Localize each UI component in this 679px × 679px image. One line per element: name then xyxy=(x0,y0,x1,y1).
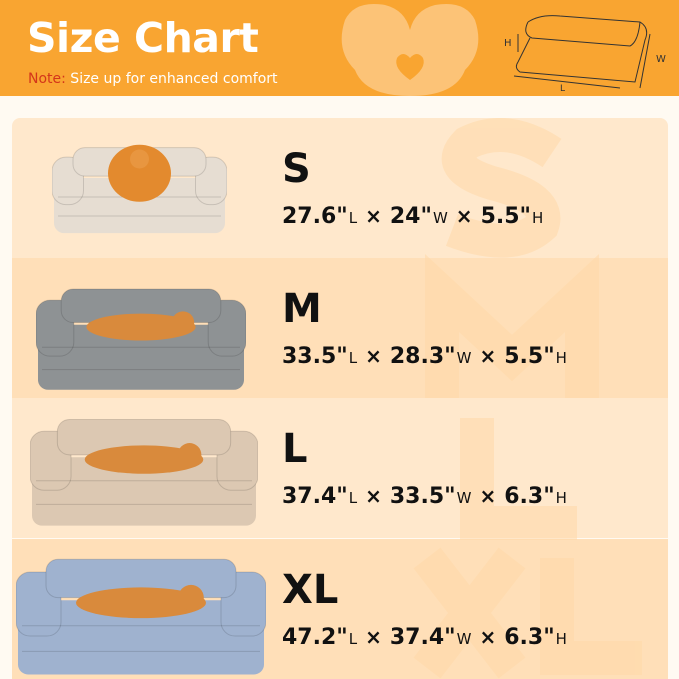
length-unit: L xyxy=(348,209,358,227)
dog-bed-image-s xyxy=(52,144,227,234)
size-dimensions: 47.2"L × 37.4"W × 6.3"H xyxy=(282,623,567,653)
height-value: 6.3" xyxy=(504,484,555,509)
size-label: XL xyxy=(282,567,339,613)
length-unit: L xyxy=(348,489,358,507)
size-note: Note: Size up for enhanced comfort xyxy=(28,70,278,88)
size-table: S 27.6"L × 24"W × 5.5"H M 33.5"L × 28.3"W × 5.5"… xyxy=(12,118,668,679)
width-unit: W xyxy=(456,630,472,648)
size-dimensions: 27.6"L × 24"W × 5.5"H xyxy=(282,202,543,232)
dog-bed-image-l xyxy=(30,418,258,526)
height-unit: H xyxy=(555,630,567,648)
times-sign: × xyxy=(479,625,497,649)
times-sign: × xyxy=(365,484,382,508)
length-label: L xyxy=(560,84,565,92)
times-sign: × xyxy=(365,344,382,368)
bed-dimension-diagram: H W L xyxy=(504,15,666,92)
size-dimensions: 37.4"L × 33.5"W × 6.3"H xyxy=(282,482,567,512)
size-label: L xyxy=(282,426,308,472)
dog-bed-image-m xyxy=(36,288,246,390)
page-title: Size Chart xyxy=(27,14,259,62)
times-sign: × xyxy=(365,204,382,228)
height-value: 5.5" xyxy=(480,204,531,229)
length-unit: L xyxy=(348,630,358,648)
dog-bed-image-xl xyxy=(16,558,266,675)
height-label: H xyxy=(504,38,512,49)
height-unit: H xyxy=(532,209,544,227)
width-value: 37.4" xyxy=(389,625,456,650)
length-value: 47.2" xyxy=(282,625,348,650)
background-size-letters xyxy=(413,118,642,679)
length-unit: L xyxy=(348,349,358,367)
times-sign: × xyxy=(365,625,382,649)
width-label: W xyxy=(656,54,666,65)
header-banner: Size Chart Note: Size up for enhanced co… xyxy=(0,0,679,96)
width-value: 24" xyxy=(389,204,432,229)
dog-head-silhouette-icon xyxy=(341,4,479,96)
size-label: M xyxy=(282,286,322,332)
length-value: 37.4" xyxy=(282,484,348,509)
width-unit: W xyxy=(456,349,472,367)
size-dimensions: 33.5"L × 28.3"W × 5.5"H xyxy=(282,342,567,372)
note-label: Note: xyxy=(28,71,66,87)
size-label: S xyxy=(282,146,311,192)
length-value: 33.5" xyxy=(282,344,348,369)
length-value: 27.6" xyxy=(282,204,348,229)
times-sign: × xyxy=(479,484,497,508)
height-unit: H xyxy=(555,349,567,367)
times-sign: × xyxy=(455,204,473,228)
note-text: Size up for enhanced comfort xyxy=(65,71,278,87)
width-unit: W xyxy=(432,209,448,227)
height-value: 5.5" xyxy=(504,344,555,369)
height-value: 6.3" xyxy=(504,625,555,650)
height-unit: H xyxy=(555,489,567,507)
times-sign: × xyxy=(479,344,497,368)
width-value: 28.3" xyxy=(389,344,456,369)
width-value: 33.5" xyxy=(389,484,456,509)
width-unit: W xyxy=(456,489,472,507)
